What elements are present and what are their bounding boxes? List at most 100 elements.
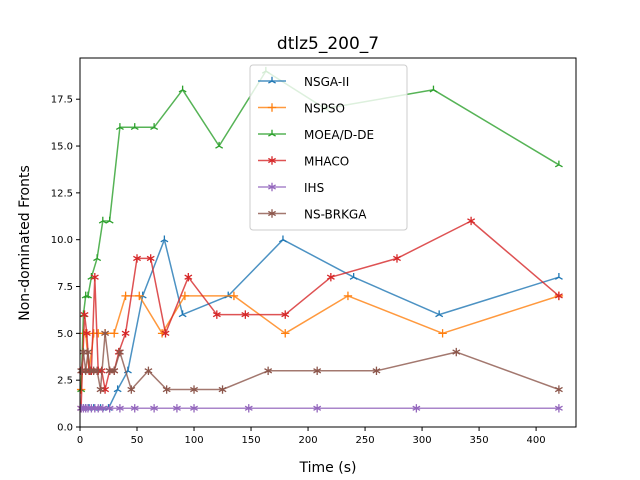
data-point-ihs	[412, 404, 421, 413]
data-point-nspso	[110, 329, 119, 338]
data-point-moea-d-de	[215, 141, 224, 149]
x-tick-label: 250	[356, 435, 375, 446]
legend: NSGA-II NSPSO MOEA/D-DE MHACO IHS NS-BRKGA	[249, 64, 408, 231]
data-point-ns-brkga	[264, 366, 273, 376]
data-point-mhaco	[146, 254, 155, 263]
data-point-ns-brkga	[110, 366, 119, 376]
legend-label-ns-brkga: NS-BRKGA	[304, 208, 367, 222]
x-axis-label: Time (s)	[299, 460, 357, 476]
data-point-ns-brkga	[144, 366, 153, 376]
data-point-moea-d-de	[84, 291, 92, 299]
data-point-ihs	[115, 404, 124, 413]
data-point-ihs	[172, 404, 181, 413]
legend-label-mhaco: MHACO	[304, 155, 349, 169]
data-point-nsga-ii	[160, 235, 169, 243]
data-point-mhaco	[554, 291, 563, 301]
data-point-moea-d-de	[93, 254, 102, 262]
data-point-ns-brkga	[89, 366, 98, 376]
data-point-mhaco	[90, 272, 99, 282]
data-point-mhaco	[241, 310, 250, 319]
y-axis-label: Non-dominated Fronts	[17, 165, 33, 321]
data-point-ns-brkga	[115, 347, 124, 357]
y-tick-label: 5.0	[57, 329, 73, 340]
y-tick-label: 15.0	[51, 142, 73, 153]
data-point-mhaco	[161, 329, 170, 338]
data-point-ns-brkga	[372, 366, 381, 376]
data-point-moea-d-de	[178, 85, 187, 93]
data-point-ihs	[244, 404, 253, 413]
data-point-ihs	[98, 404, 107, 413]
y-tick-label: 2.5	[57, 376, 73, 387]
data-point-ns-brkga	[101, 329, 110, 338]
data-point-ns-brkga	[190, 385, 198, 394]
data-point-ihs	[190, 404, 198, 413]
data-point-moea-d-de	[115, 123, 124, 130]
data-point-moea-d-de	[554, 160, 563, 168]
data-point-nsga-ii	[554, 272, 563, 280]
data-point-ihs	[105, 404, 114, 413]
data-point-mhaco	[326, 272, 335, 282]
legend-box	[249, 64, 408, 231]
data-point-nspso	[135, 291, 144, 301]
y-tick-label: 12.5	[51, 188, 73, 199]
data-point-mhaco	[121, 329, 130, 338]
data-point-ns-brkga	[313, 366, 322, 376]
data-point-nspso	[229, 291, 239, 301]
data-point-nsga-ii	[435, 310, 444, 318]
legend-label-moea-d-de: MOEA/D-DE	[304, 128, 374, 142]
legend-marker-nsga-ii	[268, 76, 276, 84]
series-ns-brkga	[77, 329, 563, 394]
x-tick-label: 400	[527, 435, 546, 446]
plot-area	[76, 66, 564, 413]
data-point-nspso	[180, 291, 190, 301]
legend-marker-ns-brkga	[268, 209, 276, 218]
x-tick-label: 200	[298, 435, 317, 446]
data-point-ns-brkga	[79, 347, 88, 357]
data-point-ihs	[87, 404, 96, 413]
legend-marker-moea-d-de	[268, 129, 276, 137]
series-ihs	[77, 404, 563, 413]
data-point-mhaco	[467, 216, 476, 226]
data-point-ns-brkga	[93, 366, 102, 376]
data-point-nsga-ii	[278, 235, 287, 243]
chart-title: dtlz5_200_7	[277, 34, 379, 54]
axis-ticks: 0 50 100 150 200 250 300 350 400 0.0 2.5 5.0 7.5 10.0…	[51, 95, 546, 446]
data-point-ns-brkga	[84, 347, 92, 357]
data-point-ns-brkga	[162, 385, 171, 394]
data-point-mhaco	[281, 310, 290, 319]
series-nspso	[76, 291, 564, 394]
data-point-ns-brkga	[77, 366, 86, 376]
data-point-ihs	[554, 404, 563, 413]
data-point-moea-d-de	[105, 216, 114, 224]
legend-label-nsga-ii: NSGA-II	[304, 75, 349, 89]
x-tick-label: 300	[413, 435, 432, 446]
data-point-moea-d-de	[429, 85, 438, 93]
data-point-ns-brkga	[86, 366, 95, 376]
data-point-ihs	[84, 404, 92, 413]
legend-marker-mhaco	[268, 156, 276, 165]
data-point-ihs	[130, 404, 139, 413]
legend-label-nspso: NSPSO	[304, 102, 345, 116]
data-point-nspso	[343, 291, 353, 301]
data-point-nspso	[438, 329, 447, 338]
data-point-nsga-ii	[349, 272, 358, 280]
legend-label-ihs: IHS	[304, 181, 324, 195]
data-point-ihs	[150, 404, 159, 413]
x-tick-label: 50	[131, 435, 144, 446]
data-point-ihs	[313, 404, 322, 413]
data-point-mhaco	[212, 310, 221, 319]
data-point-moea-d-de	[130, 123, 139, 130]
y-tick-label: 10.0	[51, 235, 73, 246]
data-point-moea-d-de	[150, 123, 159, 130]
data-point-mhaco	[184, 272, 193, 282]
legend-marker-nspso	[267, 103, 277, 112]
data-point-mhaco	[82, 329, 91, 338]
data-point-ns-brkga	[127, 385, 136, 394]
data-point-nspso	[121, 291, 130, 301]
plot-frame	[79, 57, 577, 428]
series-line-nsga-ii	[81, 238, 560, 410]
data-point-mhaco	[101, 385, 110, 394]
x-tick-label: 100	[184, 435, 203, 446]
legend-marker-ihs	[268, 182, 276, 192]
